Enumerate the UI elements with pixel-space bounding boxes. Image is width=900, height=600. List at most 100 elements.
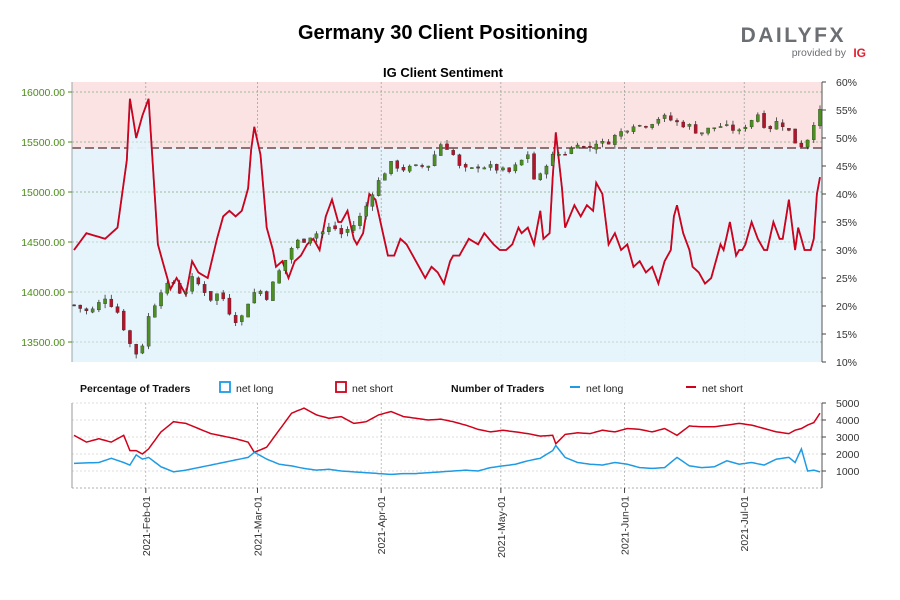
candle-body	[171, 282, 176, 284]
short-region	[72, 82, 822, 148]
candle-body	[246, 303, 250, 318]
price-candles	[72, 105, 822, 359]
candle-body	[793, 128, 797, 144]
candle-body	[488, 164, 493, 168]
candle-body	[215, 293, 219, 301]
candle-body	[420, 165, 424, 167]
candle-body	[662, 114, 667, 119]
candle-body	[258, 290, 263, 294]
main-panel: 13500.00 14000.00 14500.00 15000.00 15500.00…	[21, 65, 857, 369]
candle-body	[84, 308, 89, 312]
candle-body	[594, 143, 598, 150]
candle-body	[619, 131, 623, 137]
candle-body	[687, 124, 692, 127]
candle-body	[240, 315, 244, 322]
candle-body	[289, 248, 294, 260]
candle-body	[780, 122, 785, 128]
candle-body	[401, 167, 406, 171]
net-short-line	[73, 98, 821, 298]
price-tick-label: 15000.00	[21, 187, 65, 199]
candle-body	[669, 115, 673, 121]
candle-body	[370, 194, 375, 207]
legend-pct-title: Percentage of Traders	[80, 383, 190, 395]
candle-body	[482, 167, 487, 170]
candle-body	[177, 283, 182, 294]
candle-body	[569, 147, 574, 154]
candle-body	[625, 130, 630, 133]
candle-body	[675, 120, 679, 123]
candle-body	[631, 126, 636, 132]
percent-axis-ticks: 10% 15% 20% 25% 30% 35% 40% 45% 50% 55% 60%	[822, 77, 857, 369]
dailyfx-logo: DAILYFX provided by IG	[741, 24, 870, 64]
candle-body	[463, 164, 468, 168]
candle-body	[725, 124, 729, 126]
candle-body	[190, 276, 194, 292]
legend-pct-long-label: net long	[236, 383, 274, 395]
traders-tick-label: 2000	[836, 449, 860, 461]
candle-body	[538, 173, 543, 180]
percent-tick-label: 30%	[836, 245, 857, 257]
percent-tick-label: 55%	[836, 105, 857, 117]
candle-body	[762, 113, 766, 128]
candle-body	[451, 150, 455, 155]
price-tick-label: 15500.00	[21, 137, 65, 149]
candle-body	[78, 304, 82, 309]
candle-body	[146, 316, 151, 347]
candle-body	[650, 124, 654, 128]
legend-num-title: Number of Traders	[451, 383, 545, 395]
candle-body	[700, 132, 704, 135]
candle-body	[818, 109, 822, 127]
percent-tick-label: 35%	[836, 217, 857, 229]
candle-body	[333, 225, 337, 230]
candle-body	[302, 238, 306, 243]
candle-body	[364, 205, 368, 217]
candle-body	[277, 270, 281, 284]
candle-body	[227, 297, 232, 315]
price-tick-label: 13500.00	[21, 337, 65, 349]
candle-body	[345, 229, 350, 233]
candle-body	[320, 231, 325, 235]
candle-body	[432, 154, 437, 167]
candle-body	[196, 277, 201, 285]
percent-tick-label: 10%	[836, 357, 857, 369]
candle-body	[296, 239, 300, 249]
traders-tick-label: 3000	[836, 432, 860, 444]
candle-body	[681, 121, 685, 128]
traders-gridlines	[72, 402, 822, 489]
dailyfx-wordmark: DAILYFX	[740, 24, 846, 47]
candle-body	[109, 298, 114, 307]
chart-title: Germany 30 Client Positioning	[297, 22, 589, 44]
traders-tick-label: 4000	[836, 415, 860, 427]
price-tick-label: 16000.00	[21, 87, 65, 99]
candle-body	[128, 330, 132, 344]
candle-body	[414, 164, 418, 166]
traders-tick-label: 5000	[836, 398, 860, 410]
candle-body	[252, 292, 257, 304]
traders-net-short-line	[73, 407, 821, 455]
candle-body	[507, 167, 511, 172]
candle-body	[494, 164, 499, 171]
candle-body	[737, 129, 741, 132]
traders-panel: 1000 2000 3000 4000 5000 2021-Feb-01 2021-Mar…	[71, 398, 860, 558]
traders-net-long-line	[73, 444, 821, 476]
candle-body	[202, 284, 207, 293]
traders-axis-ticks: 1000 2000 3000 4000 5000	[822, 398, 860, 478]
candle-body	[606, 141, 611, 145]
candle-body	[72, 304, 76, 307]
candle-body	[221, 292, 225, 300]
candle-body	[513, 164, 518, 172]
candle-body	[407, 165, 412, 172]
candle-body	[550, 153, 555, 166]
legend-pct-short-swatch	[335, 381, 347, 393]
legend-pct-short-label: net short	[352, 383, 393, 395]
legend-num-short-label: net short	[702, 383, 743, 395]
legend: Percentage of Traders net long net short…	[80, 381, 743, 395]
candle-body	[264, 291, 269, 300]
ig-logo: IG	[853, 46, 866, 60]
date-tick-label: 2021-Feb-01	[141, 496, 153, 556]
candle-body	[327, 226, 331, 232]
price-tick-label: 14000.00	[21, 287, 65, 299]
candle-body	[557, 154, 561, 156]
candle-body	[445, 143, 449, 150]
percentage-series	[72, 91, 822, 363]
